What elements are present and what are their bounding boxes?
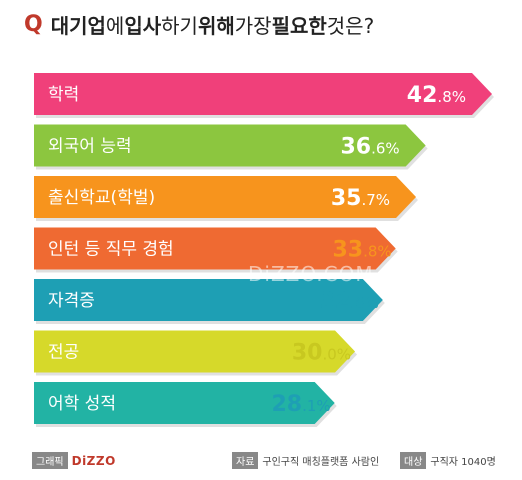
bar (34, 279, 383, 321)
bar (34, 330, 356, 373)
bar (34, 73, 492, 115)
value-label: 30.0% (292, 341, 351, 366)
category-label: 인턴 등 직무 경험 (48, 240, 174, 260)
value-label: 32.6% (320, 289, 379, 314)
bar (34, 227, 396, 270)
bar (34, 176, 417, 218)
title-part: 필요한 (271, 13, 327, 38)
footer: 그래픽 DiZZO 자료 구인구직 매칭플랫폼 사람인 대상 구직자 1040명 (32, 452, 502, 472)
value-label: 35.7% (331, 186, 390, 211)
target-tag: 대상 (400, 452, 427, 469)
question-mark-letter: Q (24, 11, 43, 37)
title-part: 에 (105, 13, 125, 38)
source-tag: 자료 (232, 452, 259, 469)
value-label: 36.6% (340, 135, 399, 160)
category-label: 자격증 (48, 291, 95, 311)
bar-chart: 학력 42.8% 외국어 능력 36.6% 출신학교(학벌) 35.7% 인턴 등 직무 경… (34, 73, 494, 427)
category-label: 어학 성적 (48, 394, 116, 414)
target-credit: 대상 구직자 1040명 (400, 452, 496, 469)
graphic-tag: 그래픽 (32, 452, 68, 469)
source-credit: 자료 구인구직 매칭플랫폼 사람인 (232, 452, 379, 469)
value-label: 28.1% (271, 392, 330, 417)
category-label: 전공 (48, 343, 79, 363)
title-part: 대기업 (50, 13, 106, 38)
chart-title: Q 대기업 에 입사 하기 위해 가장 필요한 것은? (24, 4, 504, 44)
category-label: 출신학교(학벌) (48, 188, 155, 208)
value-label: 33.8% (332, 238, 391, 263)
watermark: DiZZO.COM (248, 262, 374, 286)
title-part: 가장 (234, 13, 272, 38)
target-text: 구직자 1040명 (430, 457, 496, 468)
bar (34, 124, 426, 167)
dizzo-logo: DiZZO (71, 453, 116, 468)
title-part: 하기 (161, 13, 198, 38)
title-part: 입사 (124, 13, 162, 38)
title-part: 위해 (197, 13, 235, 38)
bar (34, 382, 335, 424)
value-label: 42.8% (407, 83, 466, 108)
category-label: 외국어 능력 (48, 137, 132, 157)
graphic-credit: 그래픽 DiZZO (32, 452, 116, 469)
source-text: 구인구직 매칭플랫폼 사람인 (262, 457, 380, 468)
title-part: 것은? (326, 13, 375, 38)
category-label: 학력 (48, 85, 79, 105)
